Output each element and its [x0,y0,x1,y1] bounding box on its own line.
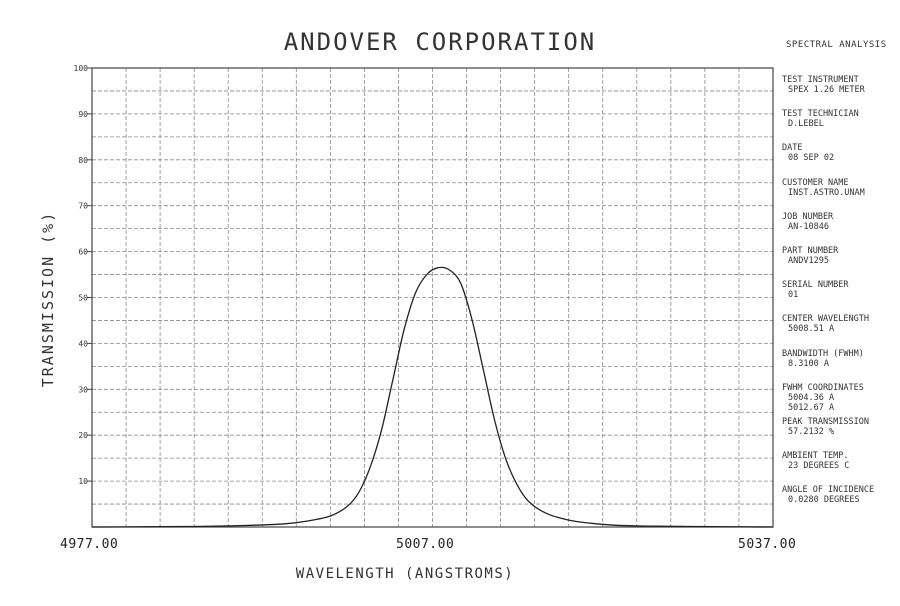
info-angle-of-incidence: ANGLE OF INCIDENCE 0.0280 DEGREES [782,485,894,519]
y-tick-label: 100 [74,64,89,73]
info-test-technician: TEST TECHNICIAN D.LEBEL [782,109,894,143]
info-label: TEST INSTRUMENT [782,75,859,85]
info-value: AN-10846 [788,221,829,232]
info-part-number: PART NUMBER ANDV1295 [782,246,894,280]
info-value: D.LEBEL [788,119,824,130]
sidebar-heading: SPECTRAL ANALYSIS [786,40,887,50]
info-fwhm-coordinates: FWHM COORDINATES 5004.36 A 5012.67 A [782,383,894,417]
info-bandwidth: BANDWIDTH (FWHM) 8.3100 A [782,349,894,383]
info-value: 57.2132 % [788,426,835,437]
info-label: JOB NUMBER [782,211,834,222]
y-tick-label: 90 [78,110,88,119]
info-value-secondary: 5012.67 A [788,402,835,413]
series-layer [91,266,774,528]
info-label: PEAK TRANSMISSION [782,416,869,427]
info-value: INST.ASTRO.UNAM [788,187,865,198]
chart-title: ANDOVER CORPORATION [283,28,597,56]
info-center-wavelength: CENTER WAVELENGTH 5008.51 A [782,314,894,348]
info-value: SPEX 1.26 METER [788,85,865,95]
info-value: 23 DEGREES C [788,461,850,472]
info-value: 8.3100 A [788,358,829,369]
y-tick-label: 40 [78,339,88,348]
info-value: ANDV1295 [788,255,829,266]
info-label: CENTER WAVELENGTH [782,314,869,325]
info-label: SERIAL NUMBER [782,280,849,291]
info-label: PART NUMBER [782,245,839,256]
y-tick-labels: 10 20 30 40 50 60 70 80 90 100 [74,64,92,486]
info-serial-number: SERIAL NUMBER 01 [782,280,894,314]
info-label: CUSTOMER NAME [782,177,849,188]
info-peak-transmission: PEAK TRANSMISSION 57.2132 % [782,417,894,451]
info-value: 08 SEP 02 [788,153,835,164]
info-date: DATE 08 SEP 02 [782,143,894,177]
info-label: AMBIENT TEMP. [782,451,849,462]
info-label: DATE [782,143,803,154]
x-tick-label-start: 4977.00 [60,537,119,552]
info-test-instrument: TEST INSTRUMENT SPEX 1.26 METER [782,75,894,109]
x-tick-label-middle: 5007.00 [396,537,455,552]
grid-layer [92,68,773,527]
y-tick-label: 20 [78,431,88,440]
y-axis-label: TRANSMISSION (%) [39,210,57,388]
y-tick-label: 60 [78,248,88,257]
x-tick-label-end: 5037.00 [738,537,797,552]
info-label: ANGLE OF INCIDENCE [782,485,875,496]
y-tick-label: 30 [78,385,88,394]
info-label: FWHM COORDINATES [782,382,864,393]
y-tick-label: 10 [78,477,88,486]
test-info-panel: TEST INSTRUMENT SPEX 1.26 METER TEST TEC… [782,75,894,519]
x-axis-label: WAVELENGTH (ANGSTROMS) [295,566,515,582]
y-tick-label: 50 [78,294,88,303]
info-value: 5008.51 A [788,324,835,335]
info-label: TEST TECHNICIAN [782,109,859,120]
info-ambient-temp: AMBIENT TEMP. 23 DEGREES C [782,451,894,485]
info-label: BANDWIDTH (FWHM) [782,348,864,359]
info-customer-name: CUSTOMER NAME INST.ASTRO.UNAM [782,178,894,212]
info-job-number: JOB NUMBER AN-10846 [782,212,894,246]
series-line-transmission [91,266,774,528]
info-value: 5004.36 A [788,392,835,403]
info-value: 0.0280 DEGREES [788,495,860,506]
y-tick-label: 80 [78,156,88,165]
info-value: 01 [788,290,799,301]
y-tick-label: 70 [78,202,88,211]
